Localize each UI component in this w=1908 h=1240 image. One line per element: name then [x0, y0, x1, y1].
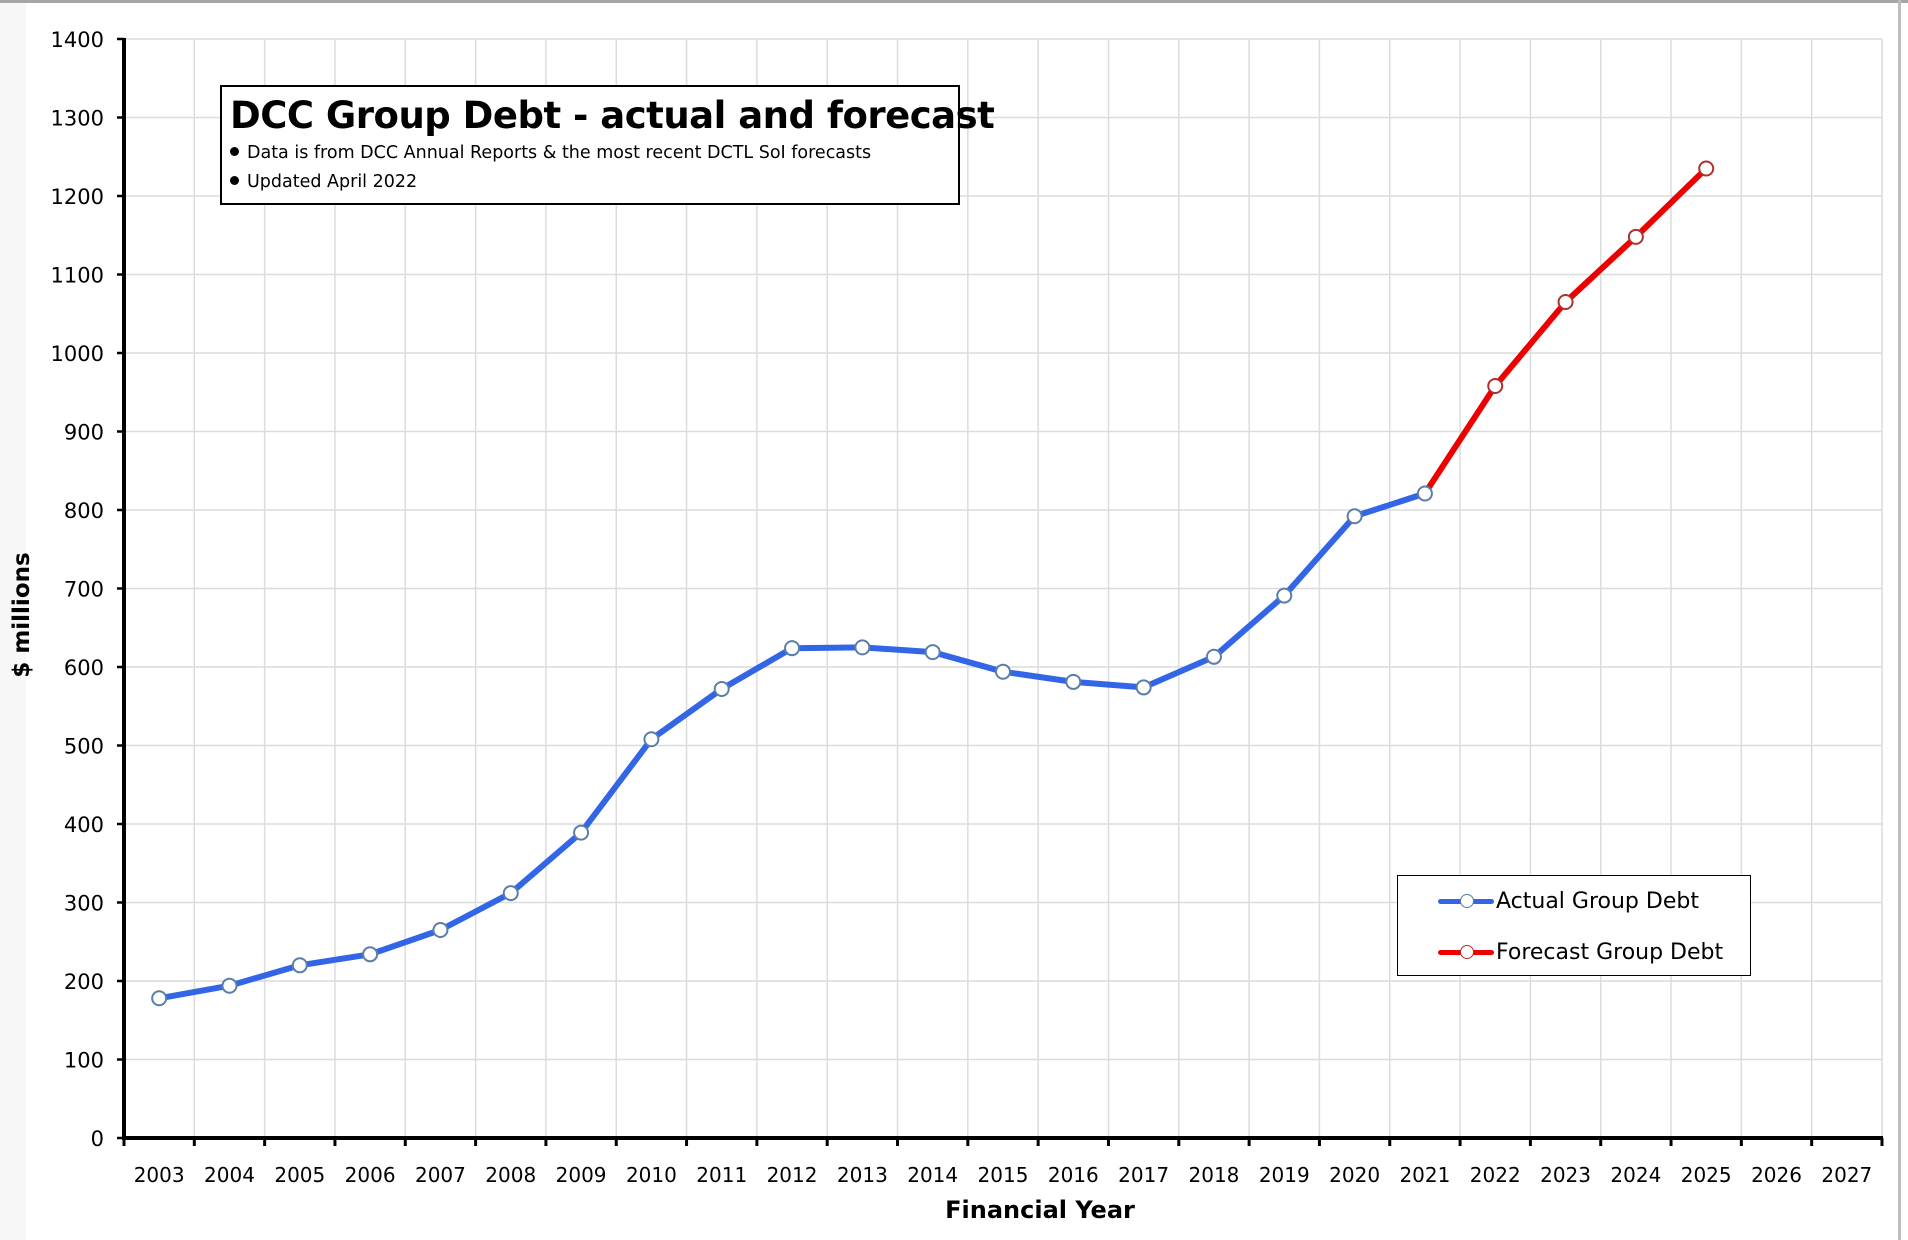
- data-point-actual: [995, 663, 1011, 680]
- data-point-forecast: [1557, 293, 1574, 310]
- data-point-actual: [573, 824, 590, 841]
- y-tick-label: 200: [64, 970, 104, 994]
- data-point-actual: [713, 680, 730, 697]
- y-tick-label: 500: [64, 735, 104, 759]
- legend-swatch-actual: [1438, 891, 1494, 911]
- x-tick-labels: 2003 2004 2005 2006 2007 2008 2009 2010 2011 2012…: [134, 1163, 1873, 1187]
- y-tick-label: 900: [64, 421, 104, 445]
- series-line-forecast: [1421, 165, 1710, 497]
- y-tick-label: 400: [64, 813, 104, 837]
- y-axis-title: $ millions: [9, 552, 35, 678]
- y-tick-label: 1200: [51, 185, 104, 209]
- x-tick-label: 2013: [837, 1163, 888, 1187]
- data-point-actual: [1065, 673, 1082, 690]
- data-point-actual: [151, 990, 168, 1007]
- y-tick-label: 100: [64, 1049, 104, 1073]
- window-top-border: [0, 0, 1908, 3]
- y-tick-label: 0: [91, 1127, 104, 1151]
- series-lines: [151, 160, 1715, 1007]
- legend-label-actual: Actual Group Debt: [1496, 888, 1699, 914]
- y-tick-label: 600: [64, 656, 104, 680]
- x-tick-label: 2008: [485, 1163, 536, 1187]
- x-tick-label: 2021: [1399, 1163, 1450, 1187]
- data-point-actual: [502, 885, 519, 902]
- legend-item-actual: Actual Group Debt: [1438, 886, 1699, 916]
- data-point-actual: [784, 640, 801, 657]
- y-tick-label: 800: [64, 499, 104, 523]
- chart-note-text: Updated April 2022: [247, 172, 418, 192]
- x-tick-label: 2006: [345, 1163, 396, 1187]
- x-axis-title: Financial Year: [945, 1196, 1135, 1224]
- data-point-actual: [1135, 679, 1152, 696]
- x-tick-label: 2007: [415, 1163, 466, 1187]
- x-tick-label: 2022: [1470, 1163, 1521, 1187]
- data-point-actual: [1276, 587, 1293, 604]
- x-tick-label: 2011: [696, 1163, 747, 1187]
- x-tick-label: 2026: [1751, 1163, 1802, 1187]
- data-point-actual: [1416, 485, 1433, 502]
- x-tick-label: 2004: [204, 1163, 255, 1187]
- legend-swatch-forecast: [1438, 942, 1494, 962]
- y-tick-label: 300: [64, 892, 104, 916]
- chart-title-box: DCC Group Debt - actual and forecast Dat…: [220, 85, 995, 205]
- x-tick-label: 2027: [1821, 1163, 1872, 1187]
- x-tick-label: 2024: [1610, 1163, 1661, 1187]
- window-right-border: [1898, 0, 1901, 1240]
- x-tick-label: 2025: [1681, 1163, 1732, 1187]
- x-tick-label: 2017: [1118, 1163, 1169, 1187]
- legend-marker-actual: [1460, 894, 1474, 908]
- data-point-actual: [854, 639, 871, 656]
- data-point-actual: [362, 946, 379, 963]
- chart-title: DCC Group Debt - actual and forecast: [230, 94, 995, 137]
- y-tick-label: 1000: [51, 342, 104, 366]
- x-tick-label: 2015: [978, 1163, 1029, 1187]
- x-tick-label: 2005: [274, 1163, 325, 1187]
- y-tick-label: 1400: [51, 28, 104, 52]
- legend-marker-forecast: [1460, 945, 1474, 959]
- chart-note-text: Data is from DCC Annual Reports & the mo…: [247, 143, 872, 163]
- x-tick-label: 2014: [907, 1163, 958, 1187]
- left-margin-shade: [0, 3, 26, 1240]
- x-tick-label: 2009: [556, 1163, 607, 1187]
- data-point-actual: [924, 644, 941, 661]
- x-tick-label: 2012: [767, 1163, 818, 1187]
- data-point-actual: [1205, 648, 1222, 665]
- gridlines: [124, 38, 1883, 1138]
- data-point-forecast: [1698, 160, 1715, 177]
- legend-item-forecast: Forecast Group Debt: [1438, 937, 1723, 967]
- chart-legend: Actual Group Debt Forecast Group Debt: [1397, 875, 1751, 976]
- x-tick-label: 2003: [134, 1163, 185, 1187]
- data-point-actual: [643, 731, 660, 748]
- data-point-actual: [432, 921, 449, 938]
- axes: [117, 37, 1884, 1146]
- data-point-actual: [221, 977, 238, 994]
- bullet-icon: [230, 147, 239, 156]
- y-tick-label: 1100: [51, 264, 104, 288]
- x-tick-label: 2018: [1189, 1163, 1240, 1187]
- bullet-icon: [230, 176, 239, 185]
- data-point-actual: [1346, 508, 1363, 525]
- x-tick-label: 2010: [626, 1163, 677, 1187]
- chart-note: Updated April 2022: [230, 168, 950, 197]
- data-point-forecast: [1627, 228, 1644, 245]
- legend-label-forecast: Forecast Group Debt: [1496, 939, 1724, 965]
- chart-note: Data is from DCC Annual Reports & the mo…: [230, 139, 950, 168]
- x-tick-label: 2020: [1329, 1163, 1380, 1187]
- y-tick-label: 1300: [51, 107, 104, 131]
- x-tick-label: 2016: [1048, 1163, 1099, 1187]
- y-tick-label: 700: [64, 578, 104, 602]
- data-point-actual: [291, 957, 308, 974]
- x-tick-label: 2019: [1259, 1163, 1310, 1187]
- y-tick-labels: 0 100 200 300 400 500 600 700 800 900 1000 1100 1200…: [51, 28, 104, 1151]
- x-tick-label: 2023: [1540, 1163, 1591, 1187]
- data-point-forecast: [1487, 377, 1504, 394]
